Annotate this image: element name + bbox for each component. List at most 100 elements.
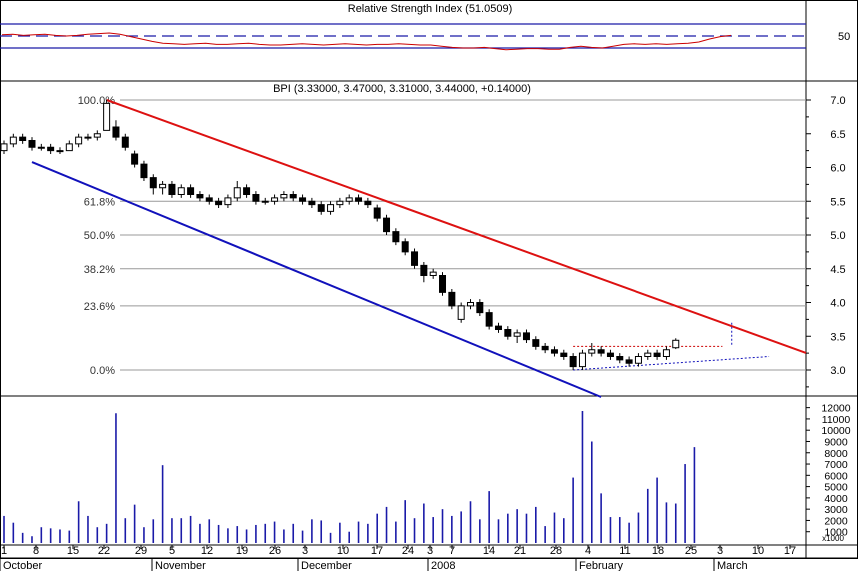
date-tick-label: 15: [67, 545, 79, 557]
candle-body: [299, 197, 307, 202]
support-trendline: [31, 161, 602, 398]
price-tick-label: 3.5: [830, 331, 845, 343]
candle-body: [261, 200, 269, 203]
candle-body: [541, 345, 549, 351]
dotted-support: [573, 356, 770, 371]
month-label: October: [3, 560, 42, 571]
volume-tick-label: 2000: [824, 515, 848, 527]
candle-body: [28, 140, 36, 148]
date-tick-label: 21: [514, 545, 526, 557]
volume-tick-label: 9000: [824, 436, 848, 448]
price-tick-label: 4.5: [830, 264, 845, 276]
date-tick-label: 4: [585, 545, 591, 557]
candle-body: [401, 241, 409, 253]
candle-body: [420, 264, 428, 276]
candle-body: [439, 275, 447, 293]
date-tick-label: 19: [236, 545, 248, 557]
candle-body: [289, 194, 297, 199]
candle-body: [606, 352, 614, 357]
candle-body: [522, 332, 530, 341]
candle-body: [476, 302, 484, 314]
volume-tick-label: 8000: [824, 448, 848, 460]
date-tick-label: 12: [201, 545, 213, 557]
volume-tick-label: 4000: [824, 493, 848, 505]
candle-body: [271, 197, 279, 202]
candle-body: [308, 200, 316, 206]
volume-tick-label: 3000: [824, 504, 848, 516]
candle-body: [364, 200, 372, 206]
candle-body: [634, 356, 642, 364]
date-tick-label: 29: [135, 545, 147, 557]
candle-body: [327, 204, 335, 212]
candle-body: [504, 329, 512, 337]
candle-body: [0, 143, 8, 152]
candle-body: [252, 194, 260, 202]
date-tick-label: 22: [98, 545, 110, 557]
price-tick-label: 6.5: [830, 129, 845, 141]
candle-body: [494, 325, 502, 330]
month-label: December: [301, 560, 352, 571]
candle-body: [411, 251, 419, 266]
volume-tick-label: 6000: [824, 470, 848, 482]
fib-label: 61.8%: [84, 196, 115, 208]
volume-tick-label: 11000: [822, 414, 851, 426]
date-tick-label: 10: [337, 545, 349, 557]
month-label: November: [155, 560, 206, 571]
candle-body: [233, 187, 241, 199]
fib-label: 50.0%: [84, 230, 115, 242]
candle-body: [65, 143, 73, 152]
date-tick-label: 24: [402, 545, 414, 557]
rsi-line: [1, 32, 732, 51]
candle-body: [373, 207, 381, 219]
price-tick-label: 5.5: [830, 196, 845, 208]
candle-body: [532, 339, 540, 347]
date-tick-label: 10: [752, 545, 764, 557]
candle-body: [597, 349, 605, 354]
month-label: February: [579, 560, 624, 571]
volume-tick-label: 7000: [824, 459, 848, 471]
date-tick-label: 3: [302, 545, 308, 557]
candle-body: [578, 352, 586, 368]
candle-body: [103, 102, 111, 131]
candle-body: [625, 359, 633, 364]
candle-body: [243, 187, 251, 195]
candle-body: [672, 339, 680, 349]
candle-body: [467, 302, 474, 307]
volume-tick-label: 1000: [824, 527, 848, 539]
candle-body: [513, 332, 521, 337]
candle-body: [457, 305, 465, 320]
candle-body: [177, 187, 185, 195]
candle-body: [345, 197, 353, 202]
candle-body: [392, 231, 400, 243]
candle-body: [383, 217, 391, 233]
date-tick-label: 7: [449, 545, 455, 557]
candle-body: [112, 126, 120, 138]
candle-body: [588, 349, 596, 354]
candle-body: [644, 352, 652, 357]
price-title: BPI (3.33000, 3.47000, 3.31000, 3.44000,…: [273, 83, 531, 95]
rsi-title: Relative Strength Index (51.0509): [348, 3, 513, 15]
candle-body: [280, 194, 288, 199]
price-tick-label: 3.0: [830, 365, 845, 377]
candle-body: [131, 153, 139, 165]
candle-body: [47, 146, 55, 152]
candle-body: [653, 352, 661, 357]
month-label: March: [717, 560, 748, 571]
candle-body: [616, 356, 624, 361]
candle-body: [56, 150, 64, 153]
candle-body: [9, 136, 17, 145]
volume-tick-label: 10000: [821, 425, 850, 437]
date-tick-label: 1: [1, 545, 7, 557]
candle-body: [205, 197, 213, 202]
candle-body: [485, 312, 493, 327]
candle-body: [569, 356, 577, 368]
date-tick-label: 8: [33, 545, 39, 557]
candle-body: [336, 200, 344, 206]
date-tick-label: 11: [619, 545, 630, 557]
candle-body: [224, 197, 232, 206]
volume-tick-label: 5000: [824, 482, 848, 494]
candle-body: [93, 133, 101, 138]
candle-body: [187, 187, 195, 195]
